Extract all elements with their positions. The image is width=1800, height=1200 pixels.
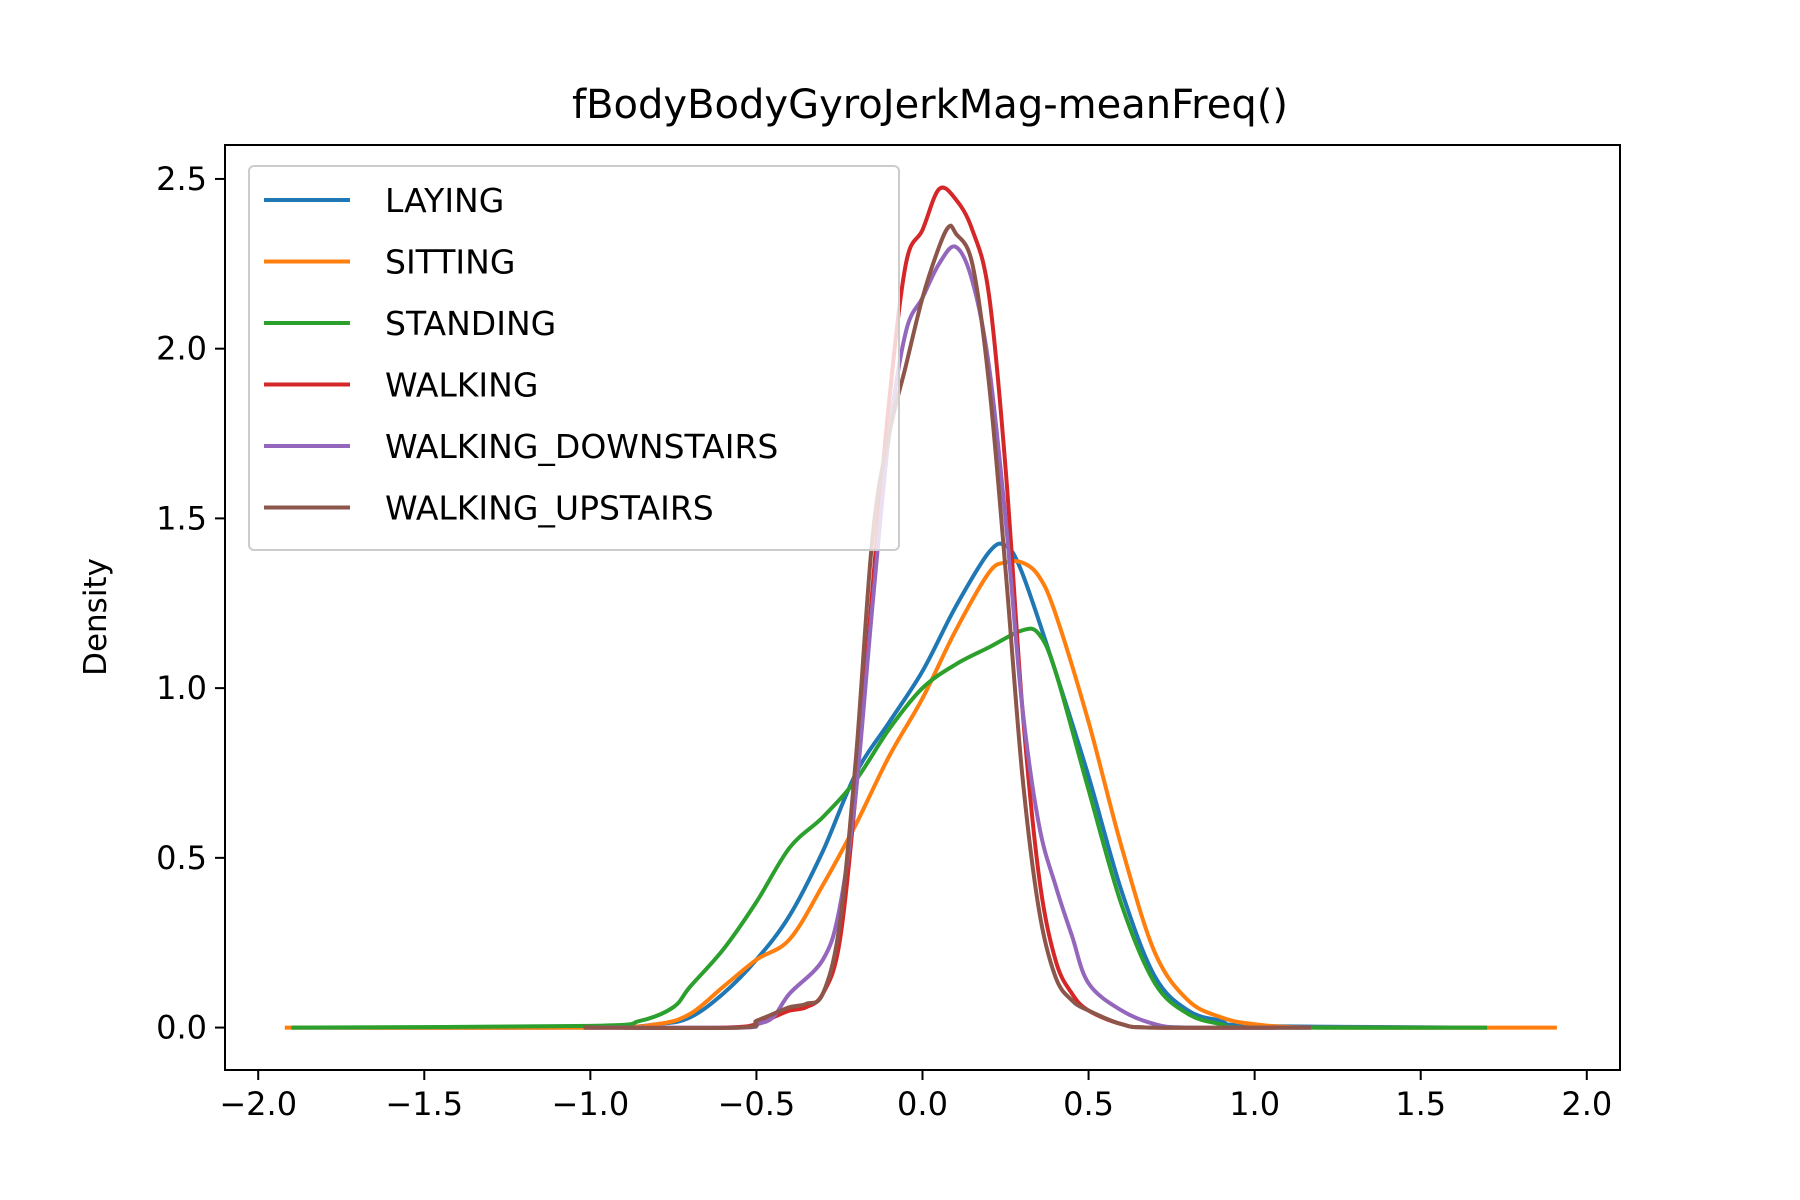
legend-label-walking: WALKING (385, 366, 538, 405)
legend-label-walking-downstairs: WALKING_DOWNSTAIRS (385, 427, 778, 466)
series-line-walking (583, 185, 1312, 1030)
legend-items: LAYING SITTING STANDING WALKING WALKING_DOWN… (264, 181, 778, 528)
x-axis: −2.0 −1.5 −1.0 −0.5 0.0 0.5 1.0 1.5 2.0 (219, 1070, 1612, 1123)
series-layer (284, 185, 1557, 1031)
legend-label-sitting: SITTING (385, 243, 515, 282)
y-tick-label: 0.0 (156, 1009, 207, 1047)
legend-label-walking-upstairs: WALKING_UPSTAIRS (385, 489, 714, 528)
series-line-standing (291, 626, 1488, 1030)
y-tick-label: 2.0 (156, 330, 207, 368)
x-tick-label: −1.5 (385, 1085, 463, 1123)
series-line-walking-downstairs (590, 244, 1312, 1030)
series-line-laying (291, 541, 1488, 1030)
x-tick-label: 2.0 (1561, 1085, 1612, 1123)
x-tick-label: −0.5 (718, 1085, 796, 1123)
y-axis-label: Density (78, 558, 114, 676)
y-tick-label: 2.5 (156, 160, 207, 198)
y-tick-label: 1.5 (156, 499, 207, 537)
legend-box (248, 165, 900, 551)
legend-label-standing: STANDING (385, 304, 556, 343)
y-axis: 0.0 0.5 1.0 1.5 2.0 2.5 (156, 160, 225, 1047)
y-tick-label: 0.5 (156, 839, 207, 877)
x-tick-label: 0.0 (897, 1085, 948, 1123)
chart-title: fBodyBodyGyroJerkMag-meanFreq() (572, 82, 1288, 128)
legend-label-laying: LAYING (385, 181, 504, 220)
x-tick-label: 1.5 (1395, 1085, 1446, 1123)
x-tick-label: 0.5 (1063, 1085, 1114, 1123)
series-line-walking-upstairs (583, 223, 1312, 1031)
x-tick-label: −2.0 (219, 1085, 297, 1123)
x-tick-label: −1.0 (552, 1085, 630, 1123)
x-tick-label: 1.0 (1229, 1085, 1280, 1123)
y-tick-label: 1.0 (156, 669, 207, 707)
series-line-sitting (284, 559, 1557, 1030)
legend: LAYING SITTING STANDING WALKING WALKING_DOWN… (248, 165, 900, 551)
